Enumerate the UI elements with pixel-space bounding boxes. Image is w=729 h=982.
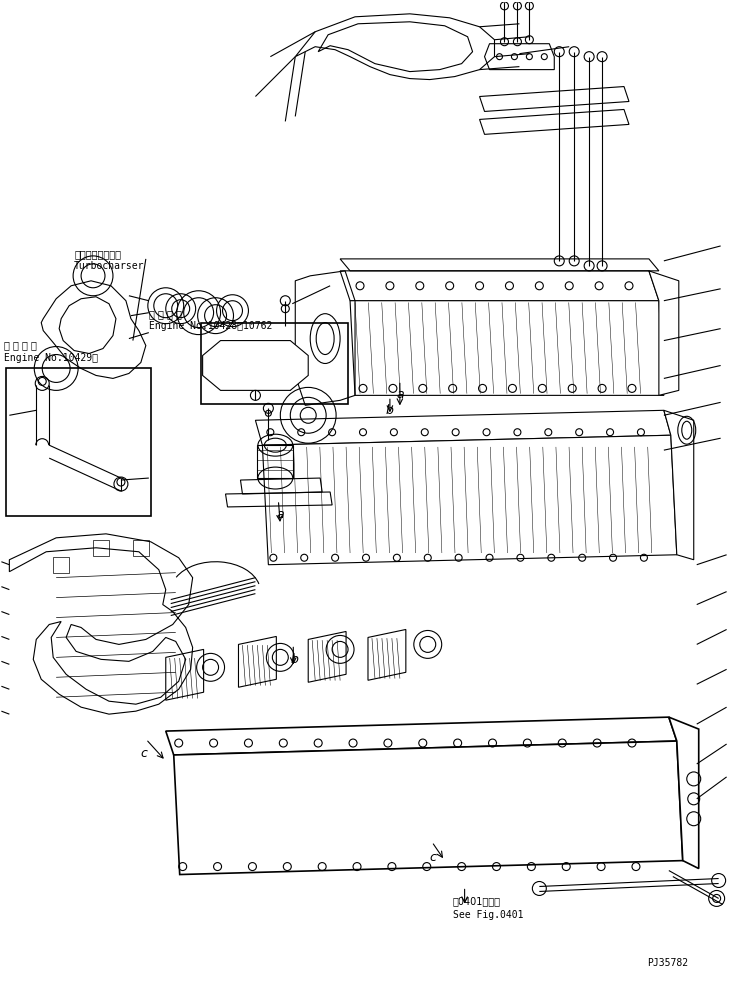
- Text: 第0401図参照: 第0401図参照: [453, 897, 501, 906]
- Text: Engine No.10428～10762: Engine No.10428～10762: [149, 321, 272, 331]
- Polygon shape: [664, 410, 694, 560]
- Text: PJ35782: PJ35782: [647, 958, 688, 968]
- Polygon shape: [668, 717, 698, 868]
- Text: Engine No.10429～: Engine No.10429～: [4, 353, 98, 362]
- Text: 適 用 号 機: 適 用 号 機: [4, 341, 37, 351]
- Text: b: b: [290, 653, 298, 667]
- Text: c: c: [141, 747, 148, 760]
- Text: ターボチャージャ: ターボチャージャ: [74, 248, 121, 259]
- Polygon shape: [174, 741, 683, 875]
- Polygon shape: [340, 271, 659, 300]
- Polygon shape: [649, 271, 679, 396]
- Bar: [7, 368, 151, 516]
- Bar: [133, 540, 149, 556]
- Bar: [200, 323, 348, 405]
- Text: b: b: [386, 405, 394, 417]
- Text: a: a: [276, 508, 284, 520]
- Text: c: c: [430, 850, 437, 863]
- Polygon shape: [255, 410, 671, 445]
- Text: See Fig.0401: See Fig.0401: [453, 910, 523, 920]
- Polygon shape: [165, 717, 677, 755]
- Text: 適 用 号 機: 適 用 号 機: [149, 308, 182, 319]
- Text: Turbocharser: Turbocharser: [74, 261, 144, 271]
- Polygon shape: [203, 341, 308, 391]
- Text: a: a: [397, 389, 405, 402]
- Polygon shape: [262, 435, 677, 565]
- Bar: [53, 557, 69, 573]
- Bar: [93, 540, 109, 556]
- Polygon shape: [350, 300, 664, 396]
